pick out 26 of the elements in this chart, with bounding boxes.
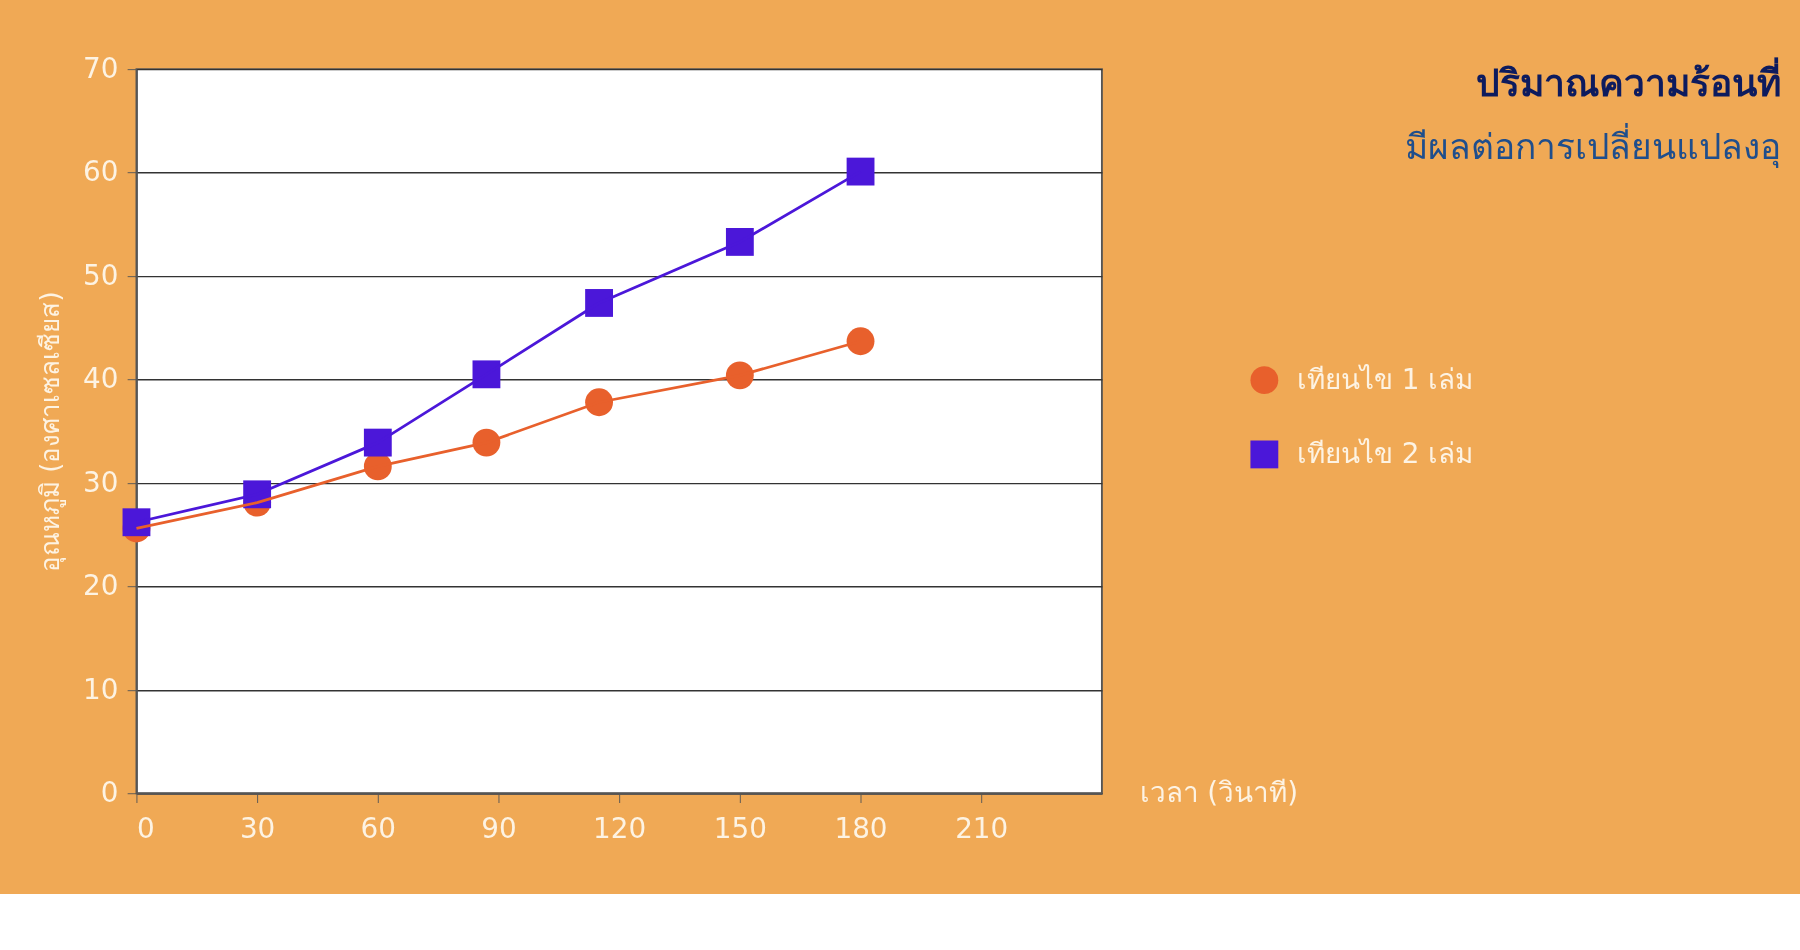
x-tick-label: 90 xyxy=(481,812,517,846)
legend-label: เทียนไข 1 เล่ม xyxy=(1296,362,1474,396)
y-tick-label: 50 xyxy=(82,258,119,292)
x-tick-label: 60 xyxy=(360,812,396,846)
y-tick-label: 40 xyxy=(82,362,119,396)
text: ปริมาณความร้อนที่ xyxy=(1476,57,1782,106)
point xyxy=(846,327,875,356)
y-tick-label: 70 xyxy=(82,52,119,85)
x-tick-label: 30 xyxy=(239,812,276,846)
x-tick-label: 180 xyxy=(834,812,888,846)
point xyxy=(725,228,754,256)
x-axis-title: เวลา (วินาที) xyxy=(1139,776,1299,810)
y-tick-label: 20 xyxy=(82,569,119,603)
legend-label: เทียนไข 2 เล่ม xyxy=(1296,436,1474,470)
x-tick-label: 0 xyxy=(136,812,155,846)
y-axis-title: อุณหภูมิ (องศาเซลเซียส) xyxy=(34,291,66,572)
y-tick-label: 30 xyxy=(82,465,119,499)
y-tick-label: 10 xyxy=(82,672,119,706)
x-tick-label: 150 xyxy=(713,812,767,846)
point xyxy=(585,289,613,317)
x-tick-label: 210 xyxy=(955,812,1009,846)
y-tick-label: 60 xyxy=(82,155,119,189)
point xyxy=(846,157,875,186)
x-tick-label: 120 xyxy=(593,812,647,846)
text: มีผลต่อการเปลี่ยนแปลงอุ xyxy=(1405,123,1782,169)
y-tick-label: 0 xyxy=(100,776,119,810)
